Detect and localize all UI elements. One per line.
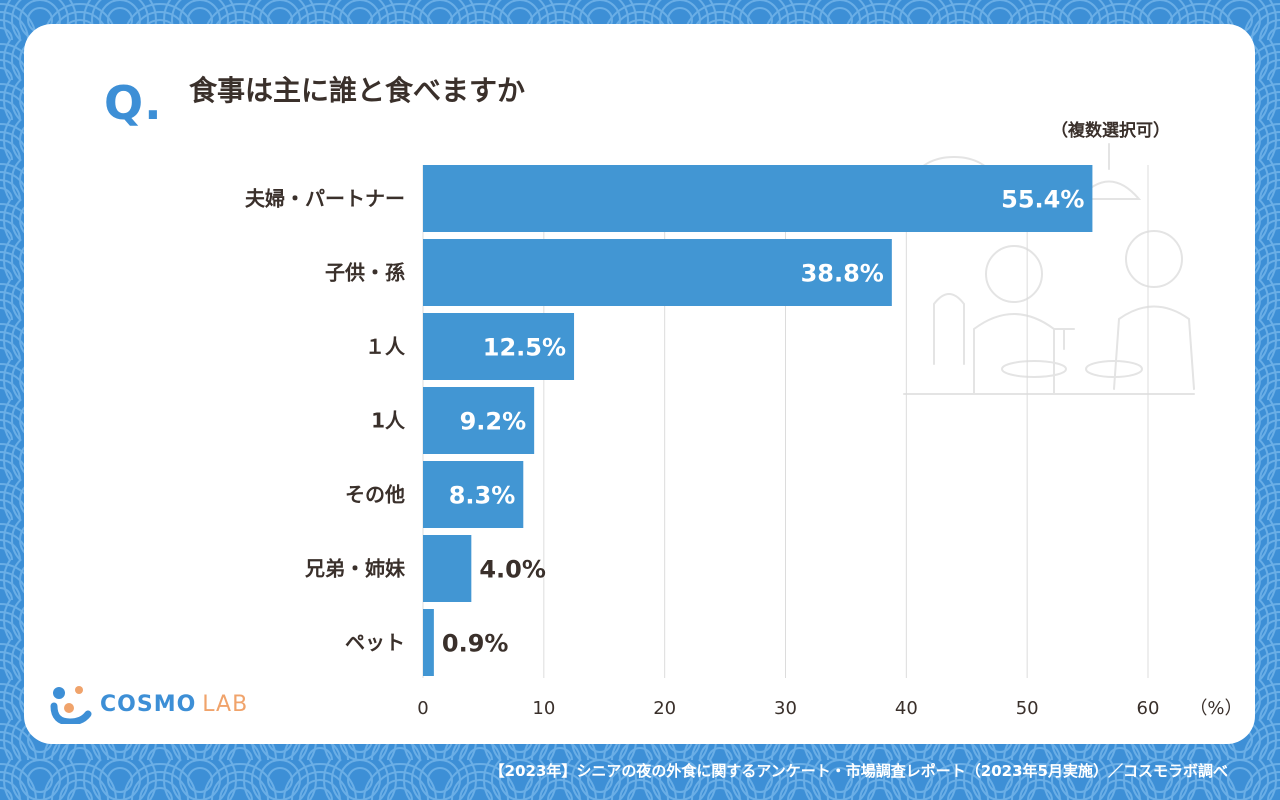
value-label: 12.5% [483, 334, 566, 362]
value-label: 4.0% [479, 556, 546, 584]
bar [423, 239, 892, 306]
question-mark: Q. [104, 76, 163, 130]
x-tick-label: 40 [895, 698, 918, 719]
axis-unit-label: （%） [1189, 698, 1242, 719]
value-label: 55.4% [1001, 186, 1084, 214]
category-label: 子供・孫 [325, 261, 405, 285]
category-label: 兄弟・姉妹 [304, 557, 406, 581]
x-tick-label: 10 [532, 698, 555, 719]
category-label: ペット [345, 631, 405, 655]
category-label: １人 [365, 335, 406, 359]
x-tick-label: 60 [1137, 698, 1160, 719]
bar [423, 165, 1093, 232]
logo-lab-text: LAB [202, 691, 249, 717]
x-tick-label: 30 [774, 698, 797, 719]
bar [423, 387, 535, 454]
source-footer: 【2023年】シニアの夜の外食に関するアンケート・市場調査レポート（2023年5… [489, 762, 1228, 780]
value-label: 9.2% [460, 408, 527, 436]
bar [423, 609, 434, 676]
category-label: その他 [345, 483, 405, 507]
logo-cosmo-text: COSMO [100, 691, 197, 717]
logo-mark-icon [50, 686, 92, 724]
bar-chart: 0 10 20 30 40 50 60 夫婦・パートナー 55.4% 子供・孫 38.8% １人 12.… [245, 165, 1243, 719]
value-label: 0.9% [442, 630, 509, 658]
multiple-choice-note: （複数選択可） [1051, 121, 1170, 141]
cosmo-lab-logo: COSMO LAB [48, 684, 248, 724]
x-tick-label: 0 [417, 698, 428, 719]
x-tick-label: 20 [653, 698, 676, 719]
bar [423, 313, 575, 380]
bar [423, 461, 524, 528]
category-label: 1人 [371, 409, 406, 433]
page-title: 食事は主に誰と食べますか [189, 74, 526, 107]
value-label: 38.8% [801, 260, 884, 288]
chart-card: Q. 食事は主に誰と食べますか （複数選択可） 0 10 20 30 40 50 60 夫婦・… [24, 24, 1255, 744]
bar [423, 535, 472, 602]
x-tick-label: 50 [1016, 698, 1039, 719]
value-label: 8.3% [449, 482, 516, 510]
category-label: 夫婦・パートナー [245, 187, 405, 211]
